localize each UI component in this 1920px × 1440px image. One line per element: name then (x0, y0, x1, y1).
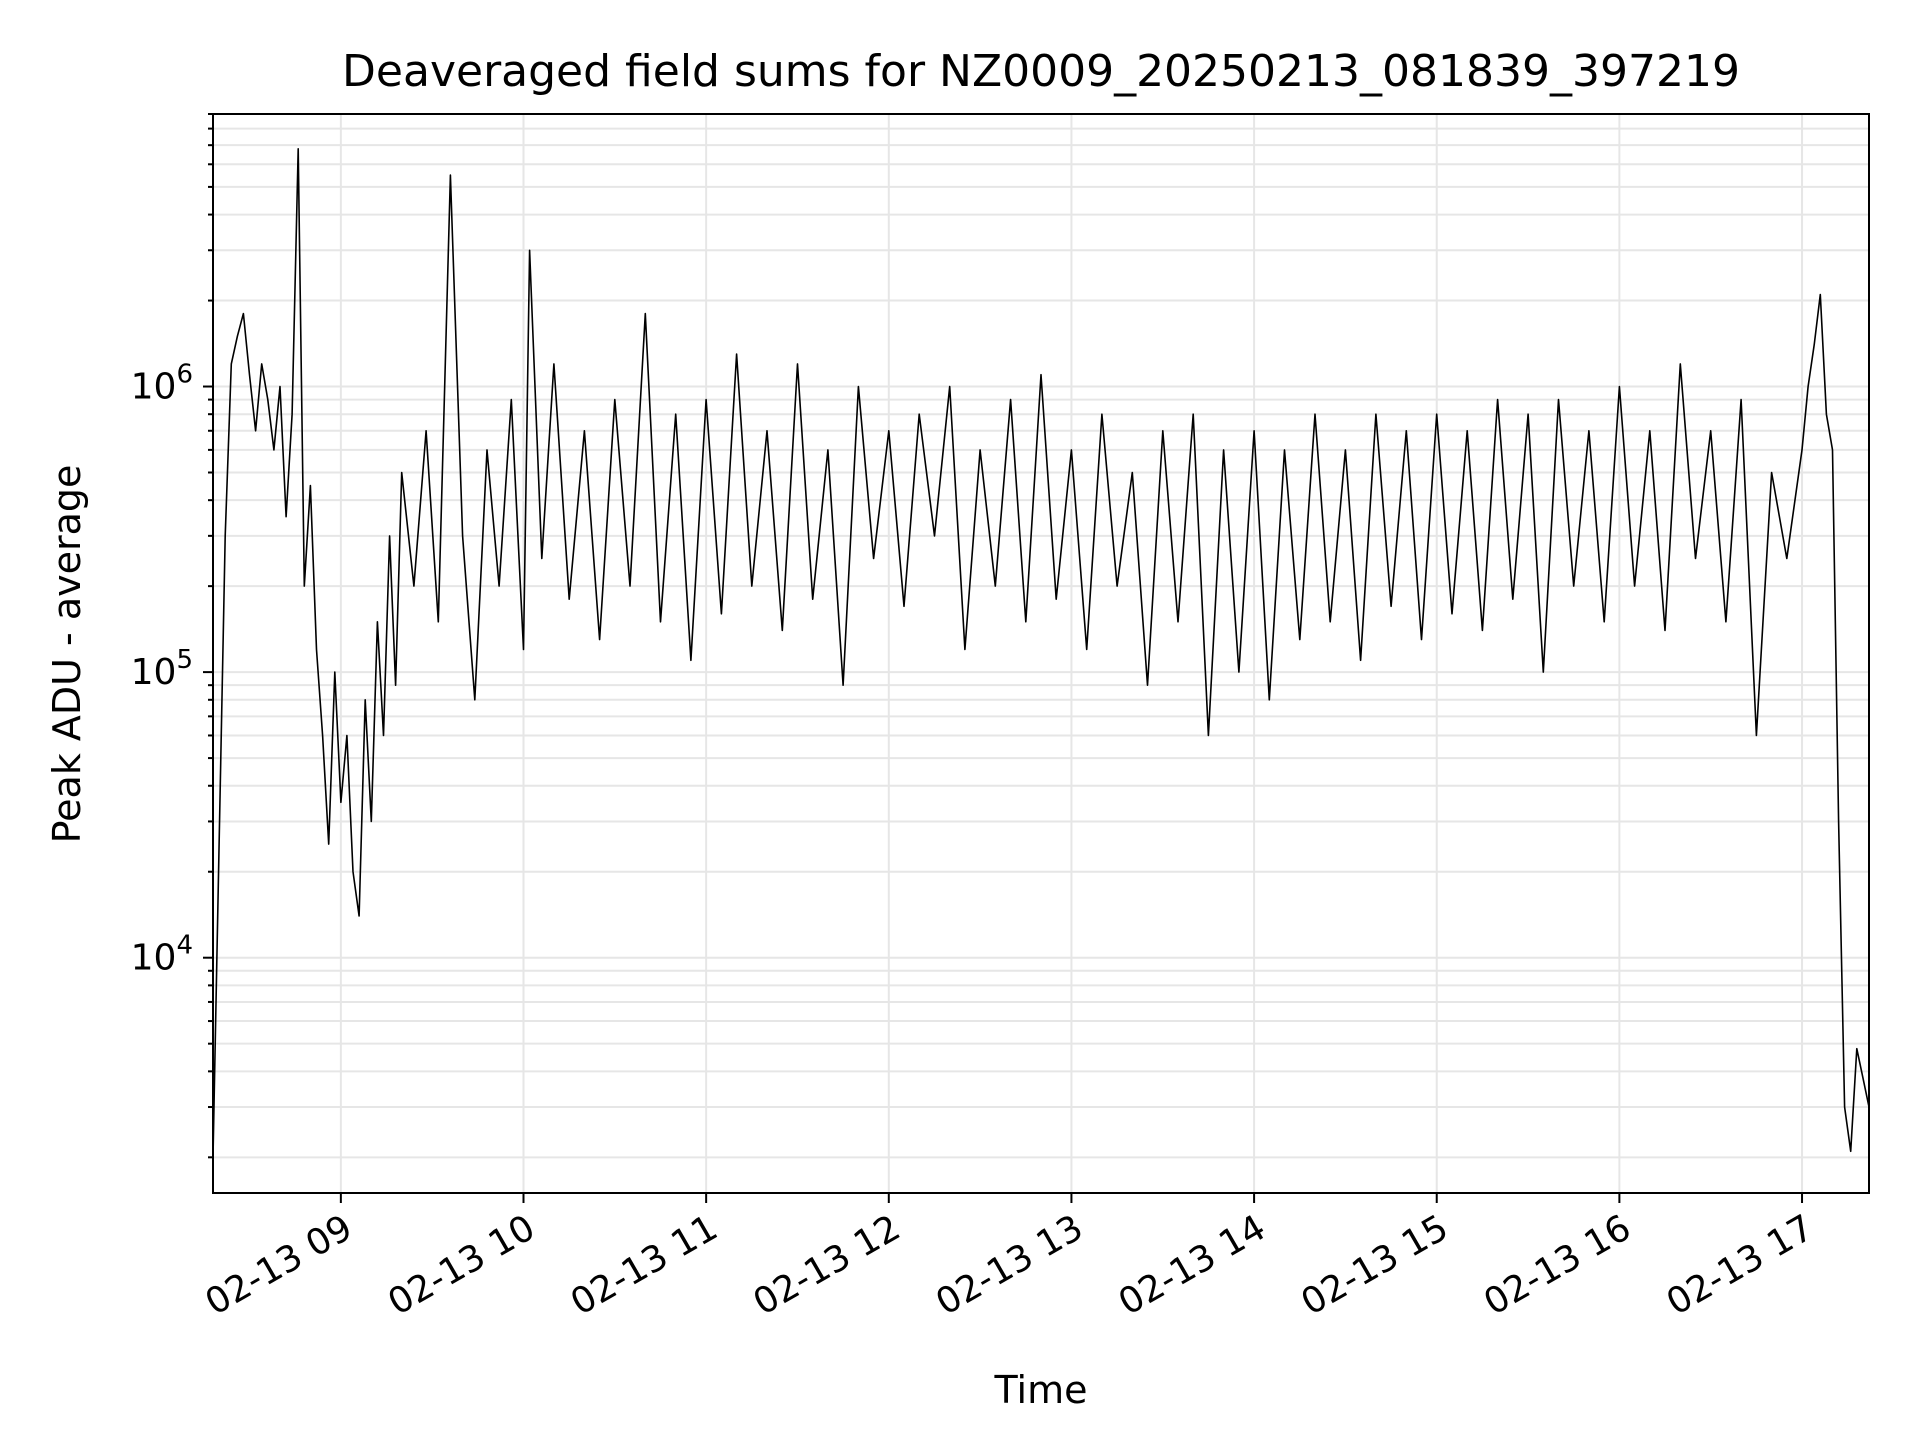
x-tick-label: 02-13 12 (747, 1207, 908, 1323)
x-tick-label: 02-13 09 (199, 1207, 360, 1323)
series-layer (212, 148, 1870, 1158)
x-tick-label: 02-13 11 (564, 1207, 725, 1323)
x-tick-label: 02-13 14 (1112, 1207, 1273, 1323)
x-tick-label: 02-13 17 (1660, 1207, 1821, 1323)
series-line (212, 148, 1870, 1158)
x-tick-label: 02-13 10 (381, 1207, 542, 1323)
x-tick-label: 02-13 15 (1295, 1207, 1456, 1323)
x-tick-label: 02-13 13 (929, 1207, 1090, 1323)
y-axis-label: Peak ADU - average (45, 465, 89, 844)
x-axis: 02-13 09 02-13 10 02-13 11 02-13 12 02-13 13… (199, 1193, 1821, 1324)
y-tick-label: 105 (131, 645, 193, 693)
y-axis: 104 105 106 (131, 113, 213, 1159)
plot-frame (212, 113, 1870, 1194)
grid (213, 113, 1869, 1193)
x-axis-label: Time (994, 1368, 1088, 1412)
y-tick-label: 104 (131, 931, 193, 979)
chart-title: Deaveraged field sums for NZ0009_2025021… (342, 46, 1740, 97)
y-tick-label: 106 (131, 360, 193, 408)
x-tick-label: 02-13 16 (1477, 1207, 1638, 1323)
